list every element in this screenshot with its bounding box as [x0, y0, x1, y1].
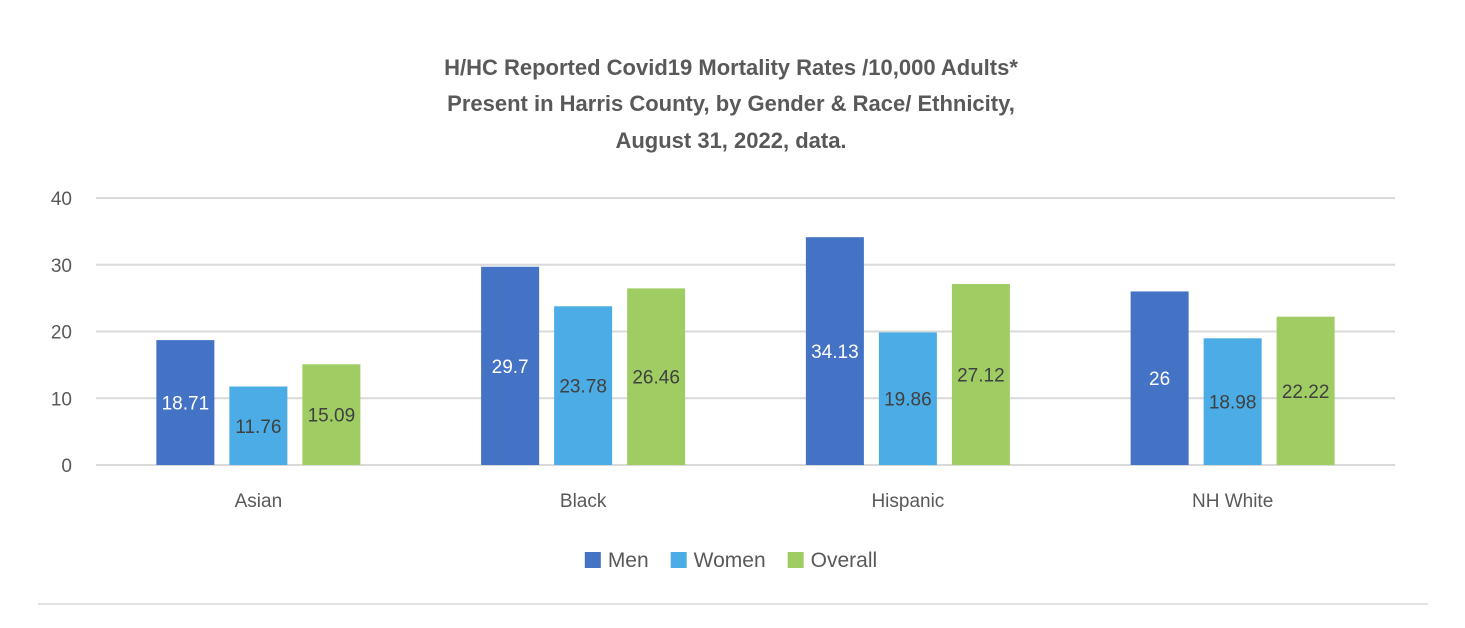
- y-tick-label: 10: [51, 389, 72, 410]
- x-category-label: Asian: [235, 491, 283, 512]
- bar-men-hispanic: [805, 237, 864, 465]
- data-label: 22.22: [1282, 382, 1330, 403]
- y-tick-label: 30: [51, 256, 72, 277]
- bar-women-asian: [229, 386, 288, 465]
- data-label: 27.12: [957, 365, 1005, 386]
- bar-men-nh-white: [1130, 291, 1189, 465]
- data-label: 26: [1149, 369, 1170, 390]
- legend-swatch-men: [584, 552, 601, 568]
- data-label: 11.76: [235, 417, 281, 438]
- x-category-label: NH White: [1192, 491, 1273, 512]
- chart-title: H/HC Reported Covid19 Mortality Rates /1…: [444, 55, 1018, 153]
- chart-title-line-3: August 31, 2022, data.: [615, 128, 846, 153]
- data-label: 26.46: [632, 368, 680, 389]
- x-category-label: Hispanic: [871, 491, 944, 512]
- bar-overall-nh-white: [1276, 316, 1335, 465]
- x-category-label: Black: [560, 491, 607, 512]
- bars: [156, 237, 1335, 465]
- y-tick-label: 0: [61, 456, 72, 477]
- legend-label-men: Men: [608, 549, 649, 572]
- bar-men-asian: [156, 340, 215, 465]
- bar-women-black: [554, 306, 613, 465]
- data-label: 23.78: [559, 377, 607, 398]
- data-label: 15.09: [308, 406, 356, 427]
- bar-women-hispanic: [878, 332, 937, 465]
- data-label: 29.7: [492, 357, 529, 378]
- data-label: 19.86: [884, 390, 932, 411]
- bar-women-nh-white: [1203, 338, 1262, 465]
- legend: Men Women Overall: [584, 549, 878, 572]
- y-tick-label: 40: [51, 189, 72, 210]
- bar-overall-hispanic: [951, 283, 1010, 465]
- data-labels: 18.71 11.76 15.09 29.7 23.78 26.46 34.13 19.86 2…: [162, 342, 1330, 438]
- legend-label-women: Women: [694, 549, 766, 572]
- chart-title-line-1: H/HC Reported Covid19 Mortality Rates /1…: [444, 55, 1018, 80]
- bar-overall-asian: [302, 364, 361, 465]
- y-tick-label: 20: [51, 323, 72, 344]
- gridlines: [96, 197, 1395, 466]
- legend-swatch-overall: [787, 552, 804, 568]
- y-axis-ticks: 0 10 20 30 40: [51, 189, 72, 477]
- bar-men-black: [481, 266, 540, 465]
- data-label: 18.98: [1209, 393, 1257, 414]
- x-axis-categories: Asian Black Hispanic NH White: [235, 491, 1274, 512]
- data-label: 18.71: [162, 394, 210, 415]
- data-label: 34.13: [811, 342, 859, 363]
- bar-overall-black: [627, 288, 686, 465]
- chart-title-line-2: Present in Harris County, by Gender & Ra…: [447, 91, 1015, 116]
- legend-swatch-women: [670, 552, 687, 568]
- legend-label-overall: Overall: [811, 549, 878, 572]
